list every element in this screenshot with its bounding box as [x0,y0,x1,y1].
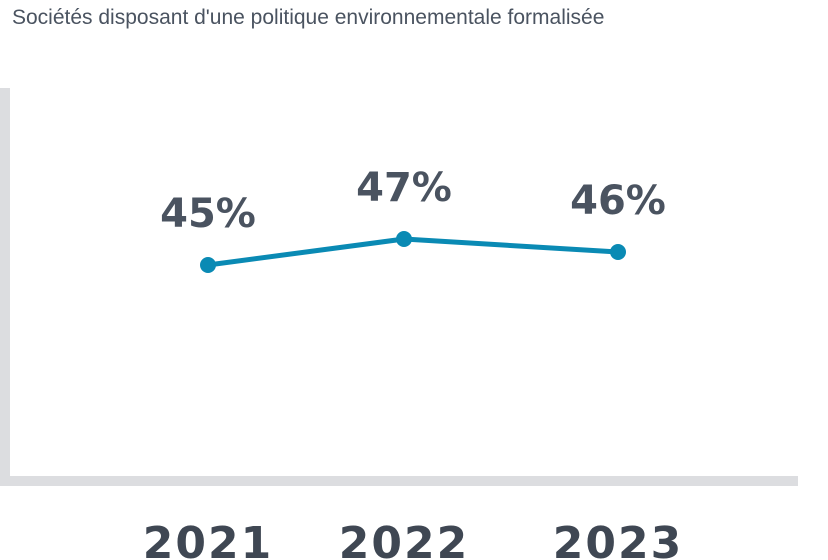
chart-title: Sociétés disposant d'une politique envir… [12,6,605,29]
data-point-2022 [396,231,412,247]
series-line [207,236,619,268]
data-label-2021: 45% [160,191,256,237]
data-label-2023: 46% [570,178,666,224]
y-axis-bar [0,88,10,483]
x-tick-2021: 2021 [143,518,273,560]
data-point-2021 [200,257,216,273]
label-layer: 45% 47% 46% [160,165,666,237]
data-point-2023 [610,244,626,260]
series-layer [200,231,626,273]
x-axis-bar [0,476,798,486]
x-tick-2022: 2022 [339,518,469,560]
data-label-2022: 47% [356,165,452,211]
tick-layer: 2021 2022 2023 [143,518,683,560]
x-tick-2023: 2023 [553,518,683,560]
